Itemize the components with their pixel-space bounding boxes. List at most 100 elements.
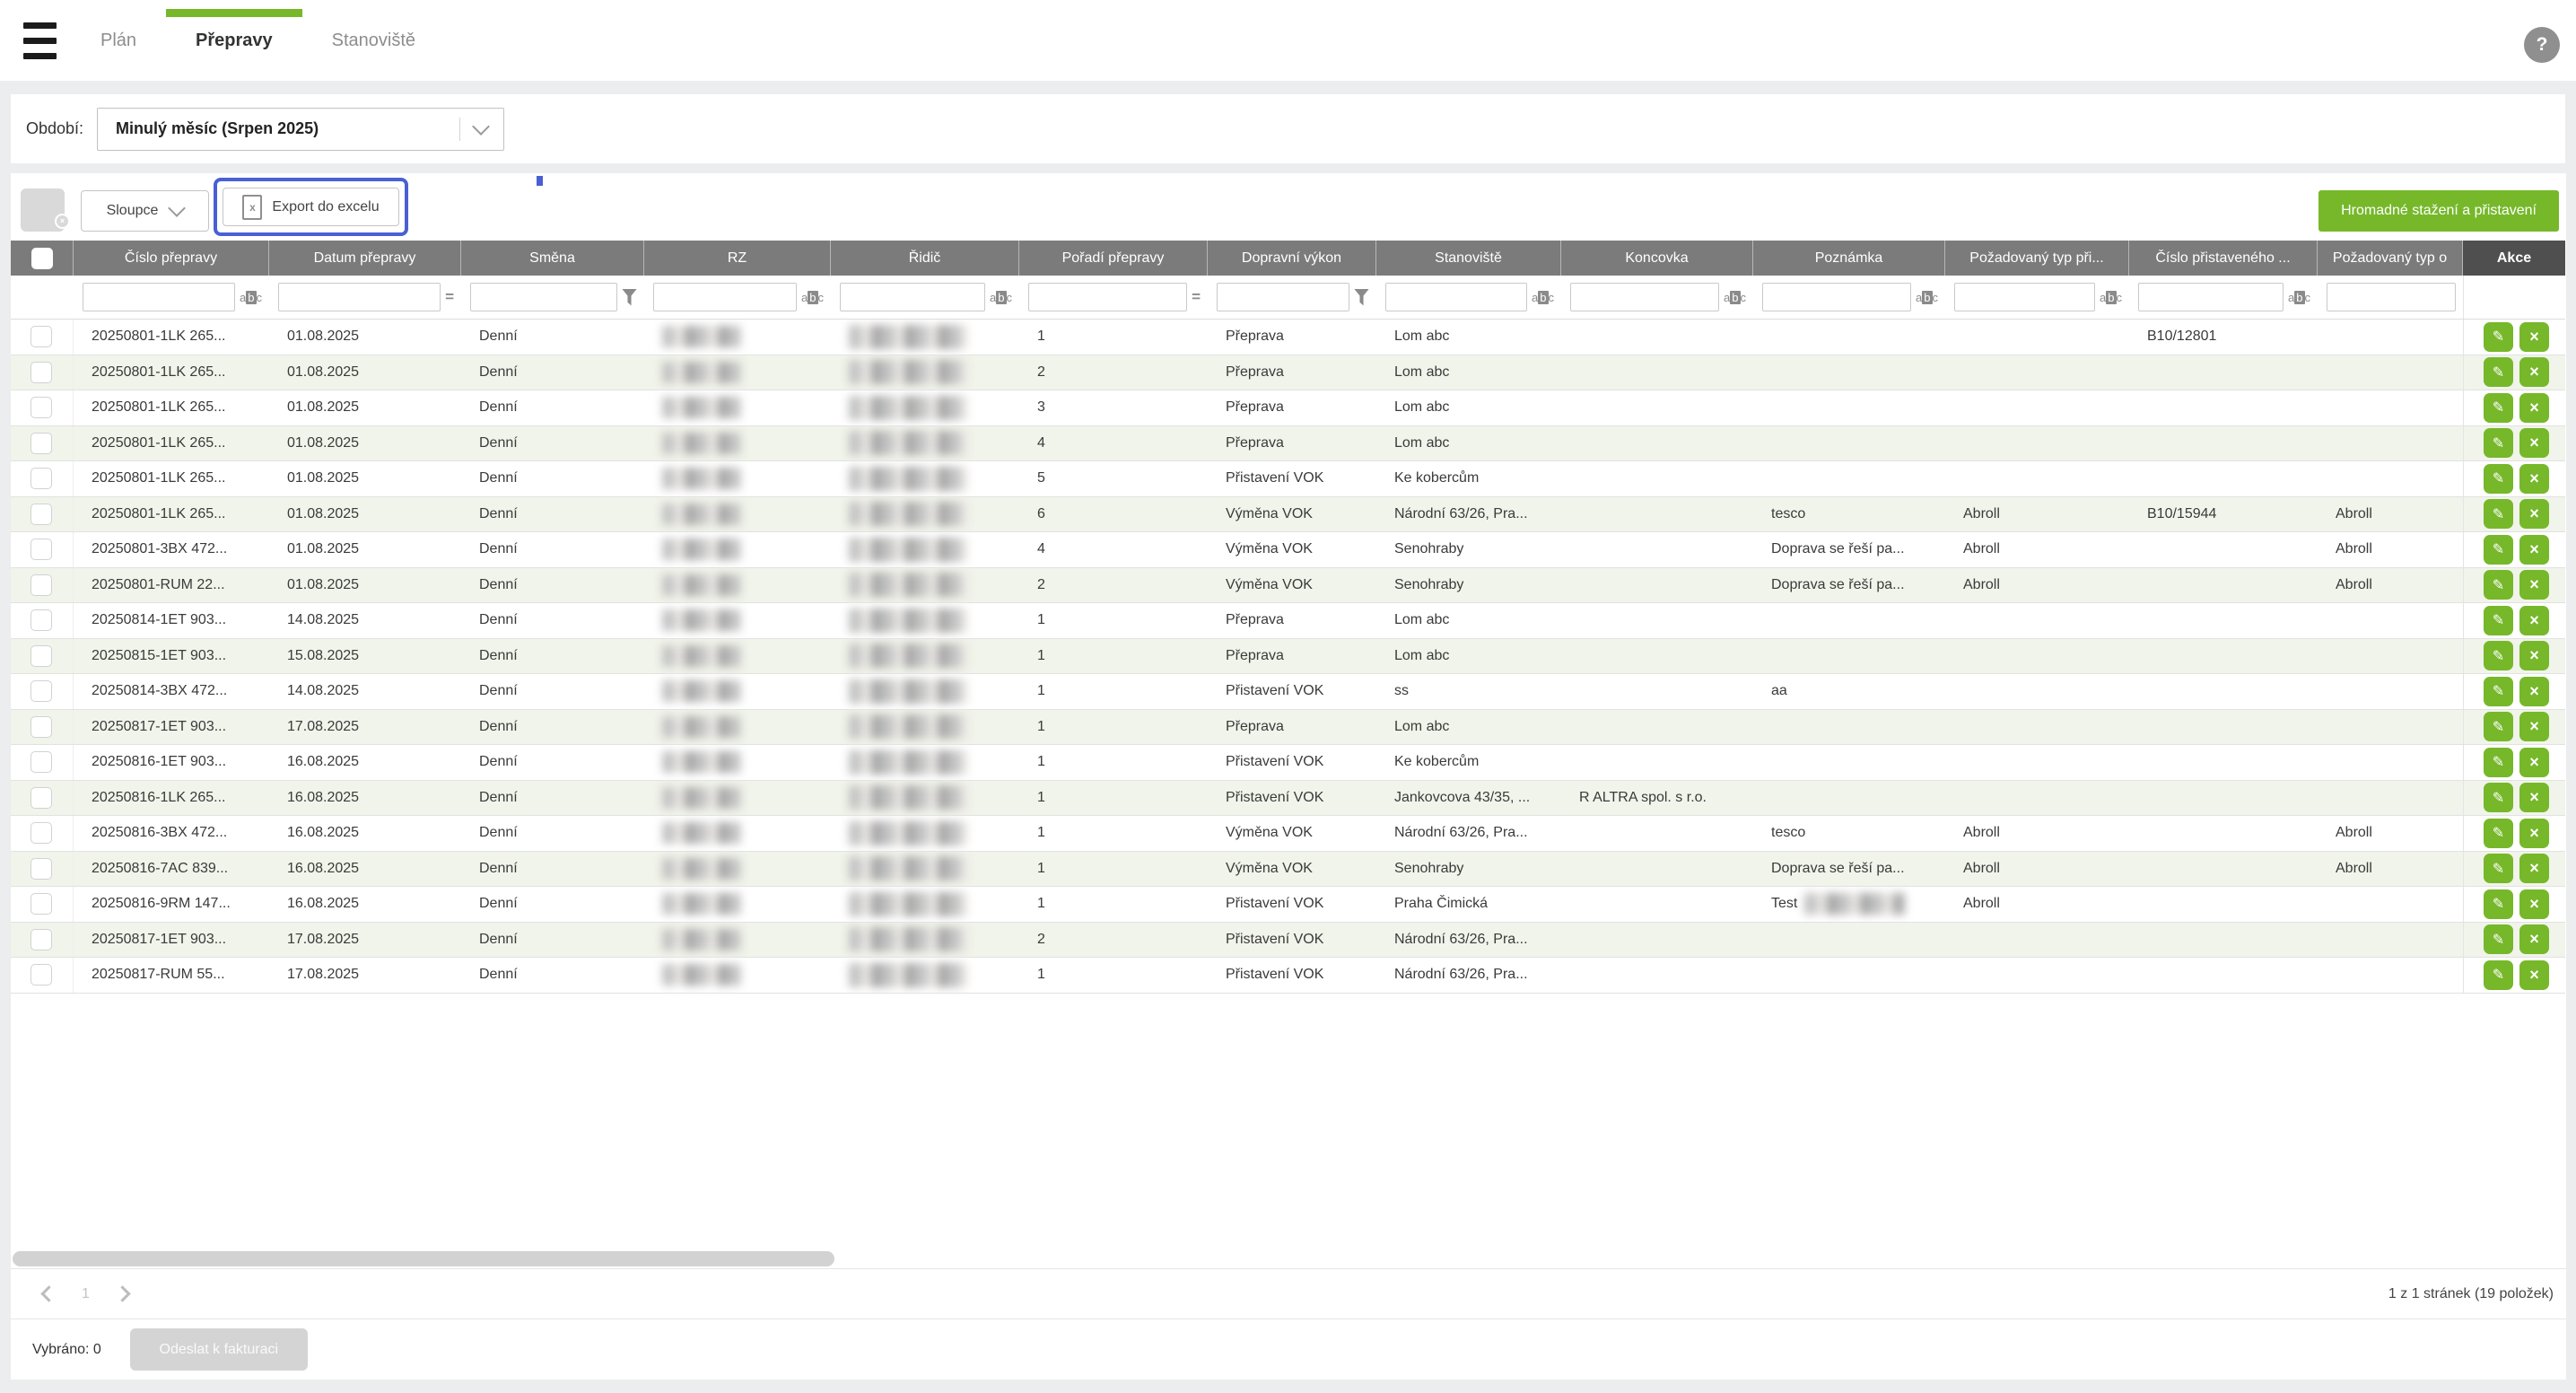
table-row[interactable]: 20250816-3BX 472... 16.08.2025 Denní 1 Výměn… bbox=[11, 816, 2565, 852]
delete-button[interactable]: × bbox=[2519, 392, 2549, 423]
table-row[interactable]: 20250816-9RM 147... 16.08.2025 Denní 1 Přist… bbox=[11, 887, 2565, 923]
row-checkbox[interactable] bbox=[31, 468, 52, 490]
row-checkbox[interactable] bbox=[31, 397, 52, 419]
row-checkbox[interactable] bbox=[31, 574, 52, 596]
edit-button[interactable]: ✎ bbox=[2484, 570, 2513, 600]
table-row[interactable]: 20250801-1LK 265... 01.08.2025 Denní 1 Přepr… bbox=[11, 320, 2565, 355]
column-header-ridic[interactable]: Řidič bbox=[831, 241, 1019, 276]
column-header-typ_pri[interactable]: Požadovaný typ při... bbox=[1945, 241, 2129, 276]
edit-button[interactable]: ✎ bbox=[2484, 605, 2513, 635]
table-row[interactable]: 20250801-1LK 265... 01.08.2025 Denní 5 Přist… bbox=[11, 461, 2565, 497]
period-select[interactable]: Minulý měsíc (Srpen 2025) bbox=[97, 107, 505, 151]
table-row[interactable]: 20250816-1ET 903... 16.08.2025 Denní 1 Přist… bbox=[11, 745, 2565, 781]
filter-input-datum[interactable] bbox=[278, 283, 441, 311]
table-row[interactable]: 20250801-3BX 472... 01.08.2025 Denní 4 Výměn… bbox=[11, 532, 2565, 568]
row-checkbox[interactable] bbox=[31, 786, 52, 809]
select-all-checkbox[interactable] bbox=[31, 247, 53, 269]
filter-input-cislo_prist[interactable] bbox=[2138, 283, 2284, 311]
table-row[interactable]: 20250817-RUM 55... 17.08.2025 Denní 1 Přista… bbox=[11, 958, 2565, 994]
columns-button[interactable]: Sloupce bbox=[81, 190, 209, 232]
tab-plan[interactable]: Plán bbox=[71, 0, 166, 81]
column-header-cislo[interactable]: Číslo přepravy bbox=[74, 241, 269, 276]
column-header-poznamka[interactable]: Poznámka bbox=[1753, 241, 1945, 276]
edit-button[interactable]: ✎ bbox=[2484, 889, 2513, 919]
table-row[interactable]: 20250814-1ET 903... 14.08.2025 Denní 1 Přepr… bbox=[11, 603, 2565, 639]
edit-button[interactable]: ✎ bbox=[2484, 641, 2513, 671]
delete-button[interactable]: × bbox=[2519, 605, 2549, 635]
filter-input-stanoviste[interactable] bbox=[1385, 283, 1528, 311]
column-header-rz[interactable]: RZ bbox=[644, 241, 831, 276]
filter-input-typ_pri[interactable] bbox=[1954, 283, 2096, 311]
row-checkbox[interactable] bbox=[31, 857, 52, 880]
column-header-typ_o[interactable]: Požadovaný typ o bbox=[2318, 241, 2463, 276]
column-header-vykon[interactable]: Dopravní výkon bbox=[1208, 241, 1376, 276]
edit-button[interactable]: ✎ bbox=[2484, 428, 2513, 459]
column-header-stanoviste[interactable]: Stanoviště bbox=[1376, 241, 1561, 276]
column-header-cislo_prist[interactable]: Číslo přistaveného ... bbox=[2129, 241, 2318, 276]
table-row[interactable]: 20250816-7AC 839... 16.08.2025 Denní 1 Výměn… bbox=[11, 851, 2565, 887]
send-to-invoicing-button[interactable]: Odeslat k fakturaci bbox=[129, 1328, 308, 1371]
row-checkbox[interactable] bbox=[31, 539, 52, 561]
delete-button[interactable]: × bbox=[2519, 463, 2549, 494]
filter-input-vykon[interactable] bbox=[1217, 283, 1349, 311]
table-row[interactable]: 20250817-1ET 903... 17.08.2025 Denní 2 Přist… bbox=[11, 922, 2565, 958]
row-checkbox[interactable] bbox=[31, 715, 52, 738]
row-checkbox[interactable] bbox=[31, 822, 52, 845]
edit-button[interactable]: ✎ bbox=[2484, 321, 2513, 352]
row-checkbox[interactable] bbox=[31, 644, 52, 667]
delete-button[interactable]: × bbox=[2519, 534, 2549, 565]
delete-button[interactable]: × bbox=[2519, 854, 2549, 884]
table-row[interactable]: 20250801-RUM 22... 01.08.2025 Denní 2 Výměna… bbox=[11, 567, 2565, 603]
filter-input-poznamka[interactable] bbox=[1762, 283, 1912, 311]
edit-button[interactable]: ✎ bbox=[2484, 392, 2513, 423]
tab-stanoviste[interactable]: Stanoviště bbox=[302, 0, 445, 81]
row-checkbox[interactable] bbox=[31, 361, 52, 383]
table-row[interactable]: 20250814-3BX 472... 14.08.2025 Denní 1 Přist… bbox=[11, 674, 2565, 710]
filter-funnel-icon[interactable] bbox=[1354, 288, 1369, 306]
bulk-download-button[interactable]: Hromadné stažení a přistavení bbox=[2318, 190, 2559, 232]
export-excel-button[interactable]: x Export do excelu bbox=[223, 188, 399, 226]
edit-button[interactable]: ✎ bbox=[2484, 534, 2513, 565]
clear-filters-button[interactable]: × bbox=[21, 188, 70, 232]
menu-button[interactable] bbox=[23, 22, 57, 59]
filter-equals-icon[interactable]: = bbox=[1192, 288, 1201, 305]
filter-input-typ_o[interactable] bbox=[2327, 283, 2456, 311]
delete-button[interactable]: × bbox=[2519, 818, 2549, 848]
delete-button[interactable]: × bbox=[2519, 641, 2549, 671]
edit-button[interactable]: ✎ bbox=[2484, 463, 2513, 494]
edit-button[interactable]: ✎ bbox=[2484, 676, 2513, 706]
edit-button[interactable]: ✎ bbox=[2484, 924, 2513, 955]
column-header-koncovka[interactable]: Koncovka bbox=[1561, 241, 1753, 276]
row-checkbox[interactable] bbox=[31, 432, 52, 454]
edit-button[interactable]: ✎ bbox=[2484, 783, 2513, 813]
delete-button[interactable]: × bbox=[2519, 499, 2549, 530]
horizontal-scrollbar[interactable] bbox=[13, 1251, 834, 1266]
delete-button[interactable]: × bbox=[2519, 783, 2549, 813]
row-checkbox[interactable] bbox=[31, 326, 52, 348]
column-header-smena[interactable]: Směna bbox=[461, 241, 644, 276]
table-row[interactable]: 20250816-1LK 265... 16.08.2025 Denní 1 Přist… bbox=[11, 780, 2565, 816]
row-checkbox[interactable] bbox=[31, 609, 52, 632]
filter-input-koncovka[interactable] bbox=[1570, 283, 1720, 311]
edit-button[interactable]: ✎ bbox=[2484, 747, 2513, 777]
filter-equals-icon[interactable]: = bbox=[445, 288, 454, 305]
table-row[interactable]: 20250801-1LK 265... 01.08.2025 Denní 2 Přepr… bbox=[11, 355, 2565, 390]
delete-button[interactable]: × bbox=[2519, 570, 2549, 600]
delete-button[interactable]: × bbox=[2519, 889, 2549, 919]
prev-page-button[interactable] bbox=[38, 1283, 60, 1305]
filter-input-rz[interactable] bbox=[653, 283, 798, 311]
delete-button[interactable]: × bbox=[2519, 357, 2549, 388]
filter-input-smena[interactable] bbox=[470, 283, 617, 311]
edit-button[interactable]: ✎ bbox=[2484, 499, 2513, 530]
table-row[interactable]: 20250815-1ET 903... 15.08.2025 Denní 1 Přepr… bbox=[11, 638, 2565, 674]
filter-input-ridic[interactable] bbox=[840, 283, 986, 311]
delete-button[interactable]: × bbox=[2519, 321, 2549, 352]
table-row[interactable]: 20250801-1LK 265... 01.08.2025 Denní 6 Výměn… bbox=[11, 496, 2565, 532]
